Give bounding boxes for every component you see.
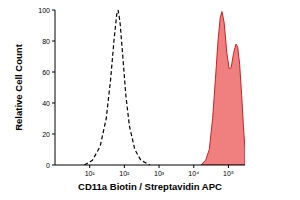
y-tick-label: 0 [46, 162, 50, 169]
y-tick [52, 103, 55, 104]
y-tick-label: 20 [42, 131, 50, 138]
y-tick-label: 60 [42, 69, 50, 76]
chart: 0 20 40 60 80 100 10¹ 10² 10³ 10⁴ 10⁵CD11a Biotin … [0, 0, 300, 200]
plot-area [84, 10, 245, 165]
x-tick-label: 10² [119, 170, 130, 177]
x-tick-label: 10¹ [85, 170, 96, 177]
x-tick [124, 165, 125, 168]
y-axis-label: Relative Cell Count [13, 43, 24, 130]
x-tick [89, 165, 90, 168]
y-tick-label: 40 [42, 100, 50, 107]
y-tick [52, 72, 55, 73]
y-tick [52, 165, 55, 166]
y-tick-label: 80 [42, 38, 50, 45]
y-tick-label: 100 [38, 7, 50, 14]
x-tick [228, 165, 229, 168]
y-tick [52, 10, 55, 11]
x-tick-label: 10⁵ [223, 170, 234, 177]
y-axis [55, 10, 56, 165]
x-tick [159, 165, 160, 168]
x-axis-label: CD11a Biotin / Streptavidin APC [78, 181, 222, 192]
x-tick-label: 10³ [154, 170, 165, 177]
x-tick [193, 165, 194, 168]
x-tick-label: 10⁴ [188, 170, 199, 177]
x-axis [55, 165, 245, 166]
sample-area [201, 12, 245, 165]
y-tick [52, 134, 55, 135]
control-line [84, 10, 150, 165]
y-tick [52, 41, 55, 42]
